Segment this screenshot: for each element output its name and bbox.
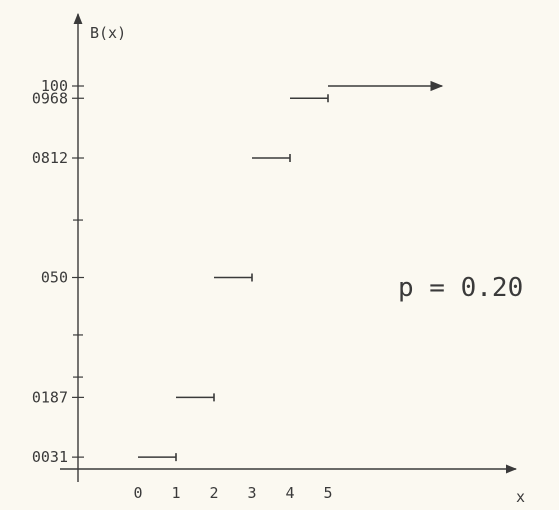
y-tick-label: 0187: [32, 388, 68, 406]
x-tick-label: 2: [209, 484, 218, 502]
y-tick-label: 0968: [32, 89, 68, 107]
x-tick-label: 0: [133, 484, 142, 502]
y-tick-label: 100: [41, 77, 68, 95]
x-tick-label: 1: [171, 484, 180, 502]
y-tick-label: 0031: [32, 448, 68, 466]
y-axis-label: B(x): [90, 24, 126, 42]
y-tick-label: 0812: [32, 149, 68, 167]
x-tick-label: 4: [285, 484, 294, 502]
x-axis-label: x: [516, 488, 525, 506]
x-tick-label: 5: [323, 484, 332, 502]
p-annotation: p = 0.20: [398, 273, 523, 303]
x-tick-label: 3: [247, 484, 256, 502]
y-tick-label: 050: [41, 269, 68, 287]
